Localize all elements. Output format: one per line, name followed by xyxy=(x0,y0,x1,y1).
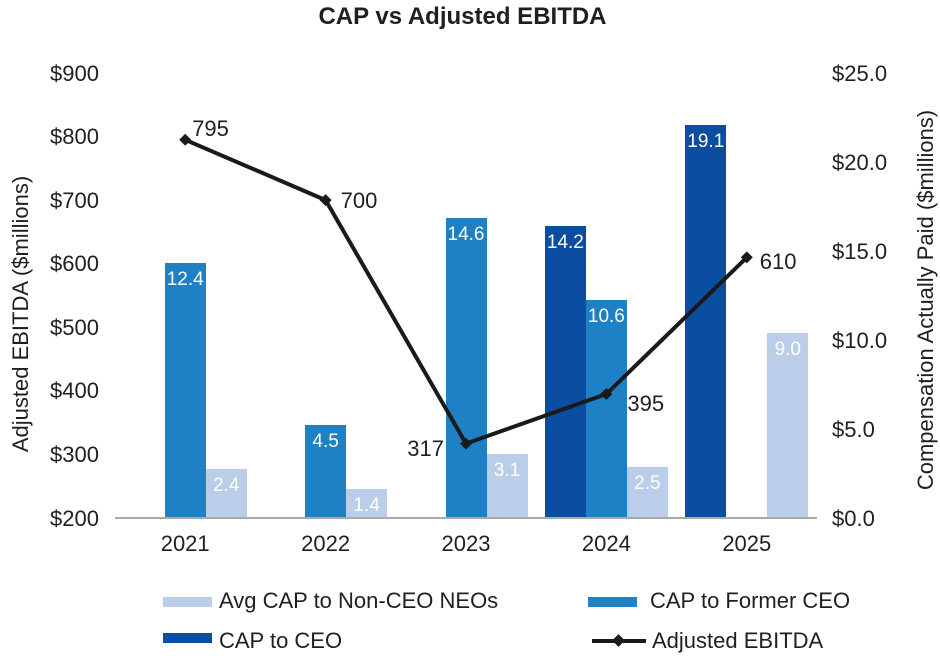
line-point-label-2022: 700 xyxy=(340,188,378,214)
bar-value-label-former-2024: 10.6 xyxy=(587,305,625,327)
x-axis-label-2022: 2022 xyxy=(301,531,351,556)
bar-value-label-former-2022: 4.5 xyxy=(312,431,339,453)
legend-label-adjusted-ebitda: Adjusted EBITDA xyxy=(652,628,824,653)
x-axis-label-2021: 2021 xyxy=(160,531,210,556)
chart-title: CAP vs Adjusted EBITDA xyxy=(318,3,607,30)
bar-former-2021 xyxy=(164,262,206,518)
right-axis-tick-20: $20.0 xyxy=(832,149,888,175)
left-axis-tick-600: $600 xyxy=(50,251,99,277)
left-axis-tick-300: $300 xyxy=(50,441,99,467)
bar-value-label-neo-2023: 3.1 xyxy=(493,460,521,482)
bar-neo-2024 xyxy=(626,466,668,518)
left-axis-tick-800: $800 xyxy=(50,124,99,150)
line-marker-diamond-2021 xyxy=(179,133,192,146)
line-point-label-2025: 610 xyxy=(759,249,797,275)
bar-value-label-neo-2022: 1.4 xyxy=(353,495,380,517)
right-axis-tick-25: $25.0 xyxy=(832,60,888,86)
right-axis-title: Compensation Actually Paid ($millions) xyxy=(913,109,938,491)
bar-neo-2022 xyxy=(346,489,388,518)
bar-value-label-ceo-2024: 14.2 xyxy=(546,231,584,253)
line-point-label-2021: 795 xyxy=(192,115,229,141)
legend-swatch-avg-cap-non-ceo-neos xyxy=(163,597,212,607)
legend-swatch-cap-to-ceo xyxy=(163,633,212,643)
bar-value-label-neo-2024: 2.5 xyxy=(634,472,661,494)
bar-former-2023 xyxy=(445,217,487,518)
line-point-label-2024: 395 xyxy=(627,391,665,417)
x-axis-label-2024: 2024 xyxy=(581,531,631,556)
bar-neo-2023 xyxy=(486,454,528,518)
right-axis-tick-0: $0.0 xyxy=(832,505,875,531)
bar-neo-2021 xyxy=(205,468,247,518)
x-axis-label-2023: 2023 xyxy=(441,531,491,556)
bar-ceo-2025 xyxy=(685,125,727,518)
legend-swatch-cap-to-former-ceo xyxy=(588,597,637,607)
bar-former-2024 xyxy=(585,299,627,518)
legend-label-cap-to-ceo: CAP to CEO xyxy=(219,628,343,653)
bar-ceo-2024 xyxy=(544,225,586,518)
bar-value-label-ceo-2025: 19.1 xyxy=(687,131,725,153)
left-axis-tick-200: $200 xyxy=(50,505,99,531)
legend-label-cap-to-former-ceo: CAP to Former CEO xyxy=(650,588,851,613)
right-axis-tick-15: $15.0 xyxy=(832,238,888,264)
line-point-label-2023: 317 xyxy=(407,435,444,461)
left-axis-tick-900: $900 xyxy=(50,60,99,86)
bar-value-label-neo-2021: 2.4 xyxy=(212,474,240,496)
bar-value-label-neo-2025: 9.0 xyxy=(774,338,801,360)
bar-neo-2025 xyxy=(767,332,809,518)
bar-value-label-former-2021: 12.4 xyxy=(166,268,204,290)
left-axis-tick-500: $500 xyxy=(50,314,99,340)
right-axis-tick-10: $10.0 xyxy=(832,327,888,353)
legend-label-avg-cap-non-ceo-neos: Avg CAP to Non-CEO NEOs xyxy=(219,588,499,613)
right-axis-tick-5: $5.0 xyxy=(832,416,875,442)
left-axis-tick-700: $700 xyxy=(50,187,99,213)
line-marker-diamond-2022 xyxy=(319,194,332,207)
left-axis-tick-400: $400 xyxy=(50,378,99,404)
x-axis-label-2025: 2025 xyxy=(722,531,772,556)
line-marker-diamond-2025 xyxy=(740,251,753,264)
bar-value-label-former-2023: 14.6 xyxy=(447,223,485,245)
legend-diamond-icon xyxy=(612,634,625,647)
x-axis-line xyxy=(115,517,817,519)
